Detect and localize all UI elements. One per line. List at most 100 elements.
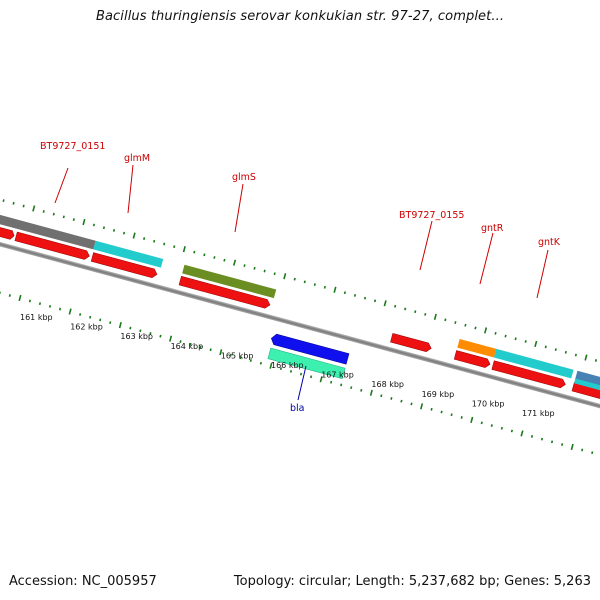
cds-feature: [491, 360, 566, 389]
major-tick: [369, 389, 373, 396]
minor-tick: [330, 380, 333, 384]
minor-tick: [410, 402, 413, 406]
minor-tick: [350, 386, 353, 390]
minor-tick: [92, 223, 96, 227]
minor-tick: [430, 407, 433, 411]
minor-tick: [153, 239, 156, 243]
kbp-label: 171 kbp: [522, 409, 555, 418]
kbp-label: 161 kbp: [20, 313, 53, 322]
minor-tick: [0, 291, 1, 295]
minor-tick: [129, 326, 132, 330]
major-tick: [319, 376, 323, 383]
cds-feature: [390, 333, 432, 352]
minor-tick: [544, 345, 547, 349]
kbp-label: 166 kbp: [271, 361, 304, 370]
minor-tick: [179, 340, 182, 343]
minor-tick: [581, 448, 584, 452]
major-tick: [534, 340, 538, 348]
minor-tick: [460, 416, 463, 419]
minor-tick: [28, 299, 32, 303]
minor-tick: [259, 361, 262, 365]
minor-tick: [72, 218, 75, 221]
cds-feature: [14, 231, 90, 260]
minor-tick: [424, 312, 427, 316]
minor-tick: [480, 421, 483, 425]
gene-feature: [574, 378, 600, 399]
major-tick: [118, 321, 122, 329]
minor-tick: [594, 359, 598, 362]
minor-tick: [8, 294, 11, 297]
gene-label-glmS: glmS: [232, 172, 256, 183]
minor-tick: [540, 437, 544, 441]
cds-feature: [571, 382, 600, 407]
minor-tick: [510, 429, 513, 433]
minor-tick: [303, 280, 306, 284]
kbp-tick-row: [0, 291, 594, 455]
gene-feature: [0, 206, 96, 250]
minor-tick: [524, 340, 527, 343]
outer-tick-row: [2, 199, 598, 362]
minor-tick: [139, 329, 142, 333]
forward-cds-row: [0, 217, 600, 407]
gene-feature: [93, 240, 164, 268]
minor-tick: [223, 258, 226, 262]
major-tick: [484, 327, 488, 334]
minor-tick: [122, 231, 126, 235]
major-tick: [570, 443, 574, 451]
major-tick: [333, 286, 337, 293]
major-tick: [82, 218, 86, 226]
gene-feature: [575, 370, 600, 396]
kbp-labels: 161 kbp 162 kbp 163 kbp 164 kbp 165 kbp 166 k…: [20, 313, 555, 418]
minor-tick: [394, 304, 397, 308]
minor-tick: [263, 269, 266, 273]
minor-tick: [474, 326, 477, 330]
cds-feature: [0, 217, 15, 240]
kbp-label: 162 kbp: [70, 323, 103, 332]
major-tick: [470, 416, 474, 424]
kbp-label: 168 kbp: [371, 380, 404, 389]
minor-tick: [444, 318, 447, 322]
kbp-label: 163 kbp: [120, 332, 153, 341]
minor-tick: [490, 424, 493, 427]
minor-tick: [363, 296, 367, 300]
minor-tick: [289, 369, 293, 373]
minor-tick: [52, 212, 55, 216]
genome-summary-text: Topology: circular; Length: 5,237,682 bp…: [233, 574, 591, 589]
cds-feature: [453, 350, 491, 368]
cds-feature: [178, 275, 271, 309]
kbp-label: 169 kbp: [422, 390, 455, 399]
minor-tick: [38, 302, 42, 306]
minor-tick: [249, 359, 252, 362]
minor-tick: [99, 318, 102, 322]
minor-tick: [400, 399, 403, 403]
minor-tick: [189, 342, 192, 346]
gene-feature: [457, 338, 497, 358]
minor-tick: [89, 315, 92, 319]
minor-tick: [112, 228, 116, 232]
gene-label-BT9727_0151: BT9727_0151: [40, 141, 105, 152]
minor-tick: [48, 304, 52, 308]
minor-tick: [149, 332, 152, 335]
minor-tick: [42, 210, 45, 213]
gene-label-BT9727_0155: BT9727_0155: [399, 210, 464, 221]
major-tick: [433, 313, 437, 320]
minor-tick: [560, 443, 564, 446]
major-tick: [219, 349, 223, 356]
minor-tick: [404, 307, 407, 311]
minor-tick: [209, 348, 212, 352]
minor-tick: [62, 215, 65, 219]
minor-tick: [239, 356, 242, 360]
minor-tick: [414, 310, 417, 314]
minor-tick: [279, 367, 283, 371]
minor-tick: [173, 245, 176, 249]
minor-tick: [373, 299, 377, 303]
minor-tick: [109, 321, 112, 325]
minor-tick: [554, 348, 557, 352]
major-tick: [283, 273, 287, 280]
gene-label-glmM: glmM: [124, 153, 150, 164]
minor-tick: [464, 323, 467, 327]
gene-labels: BT9727_0151 glmM glmS BT9727_0155 gntR g…: [40, 141, 561, 414]
bla-gene-arrow: [271, 333, 350, 365]
minor-tick: [143, 237, 146, 240]
